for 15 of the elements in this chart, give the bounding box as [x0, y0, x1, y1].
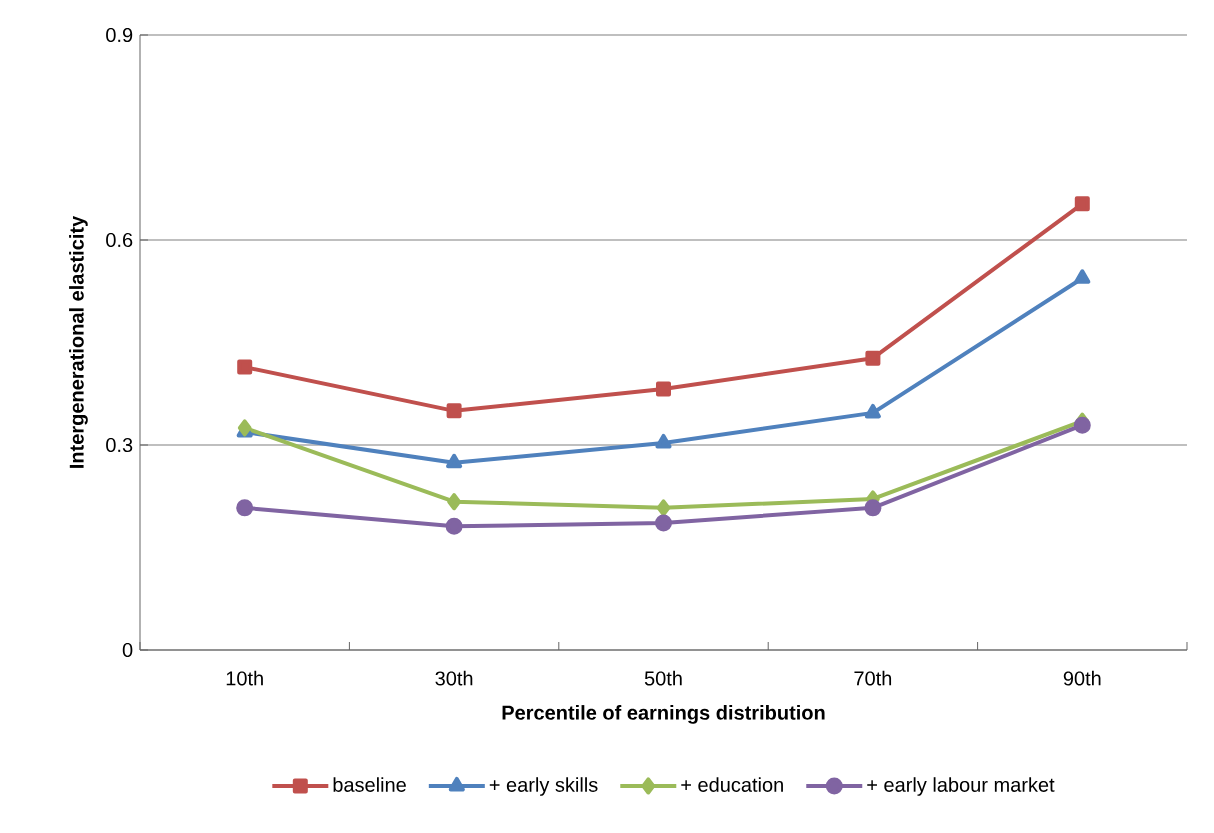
- y-tick-label: 0.6: [106, 232, 133, 248]
- y-axis-title: Intergenerational elasticity: [69, 215, 88, 468]
- x-tick-label: 70th: [854, 670, 892, 686]
- x-tick-label: 10th: [226, 670, 263, 686]
- x-tick-label: 50th: [644, 670, 682, 686]
- legend-label: + early labour market: [867, 777, 1055, 796]
- x-tick-label: 30th: [435, 670, 473, 686]
- x-axis-title: Percentile of earnings distribution: [502, 705, 825, 724]
- y-tick-label: 0.3: [106, 437, 133, 453]
- y-tick-label: 0.9: [106, 27, 133, 43]
- y-tick-label: 0: [122, 642, 133, 658]
- legend-label: + early skills: [489, 777, 598, 796]
- x-tick-label: 90th: [1063, 670, 1101, 686]
- legend-label: + education: [681, 777, 783, 792]
- legend-label: baseline: [333, 777, 406, 792]
